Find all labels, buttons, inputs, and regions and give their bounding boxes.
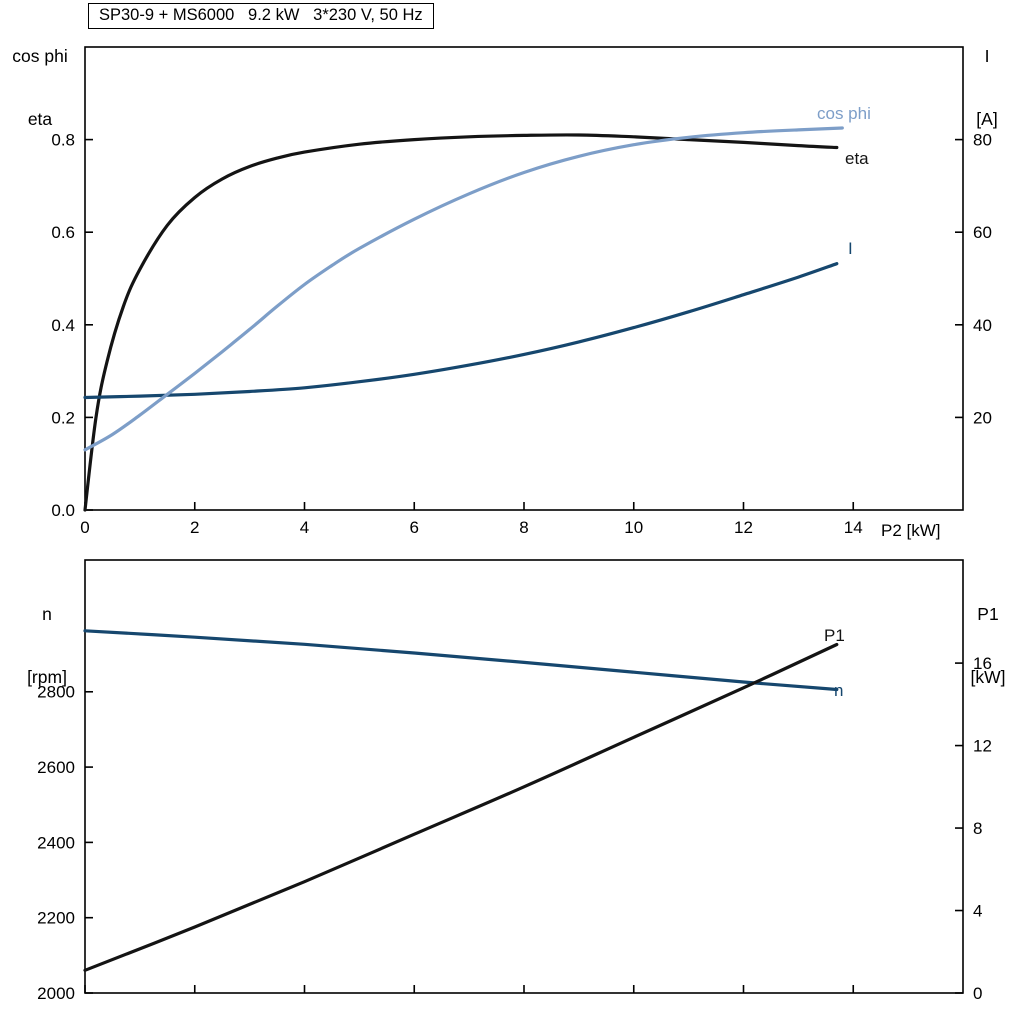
axis-title-current: I [984, 46, 990, 66]
bottom-left-axis-title: n [rpm] [14, 562, 80, 730]
top-left-axis-title: cos phi eta [2, 4, 78, 172]
left-axis-tick-label: 0.0 [51, 501, 75, 520]
axis-title-cos-phi: cos phi [12, 46, 68, 66]
x-tick-label: 10 [624, 518, 643, 537]
left-axis-tick-label: 2400 [37, 833, 75, 852]
left-axis-tick-label: 2600 [37, 758, 75, 777]
x-tick-label: 14 [844, 518, 863, 537]
curve-label-eta: eta [845, 149, 869, 168]
chart-title: SP30-9 + MS6000 9.2 kW 3*230 V, 50 Hz [88, 3, 434, 29]
x-tick-label: 12 [734, 518, 753, 537]
curve-label-n: n [834, 681, 844, 700]
left-axis-tick-label: 2200 [37, 909, 75, 928]
axis-title-speed: n [42, 604, 52, 624]
curve-label-cos-phi: cos phi [817, 104, 871, 123]
x-axis-label: P2 [kW] [881, 521, 941, 540]
axis-title-eta: eta [27, 109, 53, 129]
axis-title-current-unit: [A] [976, 109, 998, 129]
axis-title-speed-unit: [rpm] [27, 667, 67, 687]
left-axis-tick-label: 2000 [37, 984, 75, 1003]
left-axis-tick-label: 0.2 [51, 408, 75, 427]
x-tick-label: 2 [190, 518, 199, 537]
left-axis-tick-label: 0.6 [51, 223, 75, 242]
right-axis-tick-label: 20 [973, 408, 992, 427]
x-tick-label: 0 [80, 518, 89, 537]
right-axis-tick-label: 16 [973, 654, 992, 673]
plot-border [84, 559, 964, 994]
n-curve [83, 629, 839, 692]
right-axis-tick-label: 12 [973, 737, 992, 756]
axis-title-p1: P1 [977, 604, 999, 624]
right-axis-tick-label: 40 [973, 316, 992, 335]
x-tick-label: 6 [410, 518, 419, 537]
right-axis-tick-label: 80 [973, 131, 992, 150]
x-tick-label: 8 [519, 518, 528, 537]
right-axis-tick-label: 60 [973, 223, 992, 242]
curve-label-p1: P1 [824, 626, 845, 645]
x-tick-label: 4 [300, 518, 309, 537]
bottom-right-axis-title: P1 [kW] [958, 562, 1018, 730]
right-axis-tick-label: 4 [973, 901, 982, 920]
right-axis-tick-label: 0 [973, 984, 982, 1003]
left-axis-tick-label: 2800 [37, 683, 75, 702]
left-axis-tick-label: 0.8 [51, 131, 75, 150]
eta-curve [83, 133, 839, 512]
left-axis-tick-label: 0.4 [51, 316, 75, 335]
cos-phi-curve [83, 126, 844, 452]
top-right-axis-title: I [A] [956, 4, 1018, 172]
p1-curve [83, 642, 839, 972]
axis-title-p1-unit: [kW] [970, 667, 1006, 687]
right-axis-tick-label: 8 [973, 819, 982, 838]
i-curve [83, 262, 839, 400]
curve-label-current: I [848, 239, 853, 258]
